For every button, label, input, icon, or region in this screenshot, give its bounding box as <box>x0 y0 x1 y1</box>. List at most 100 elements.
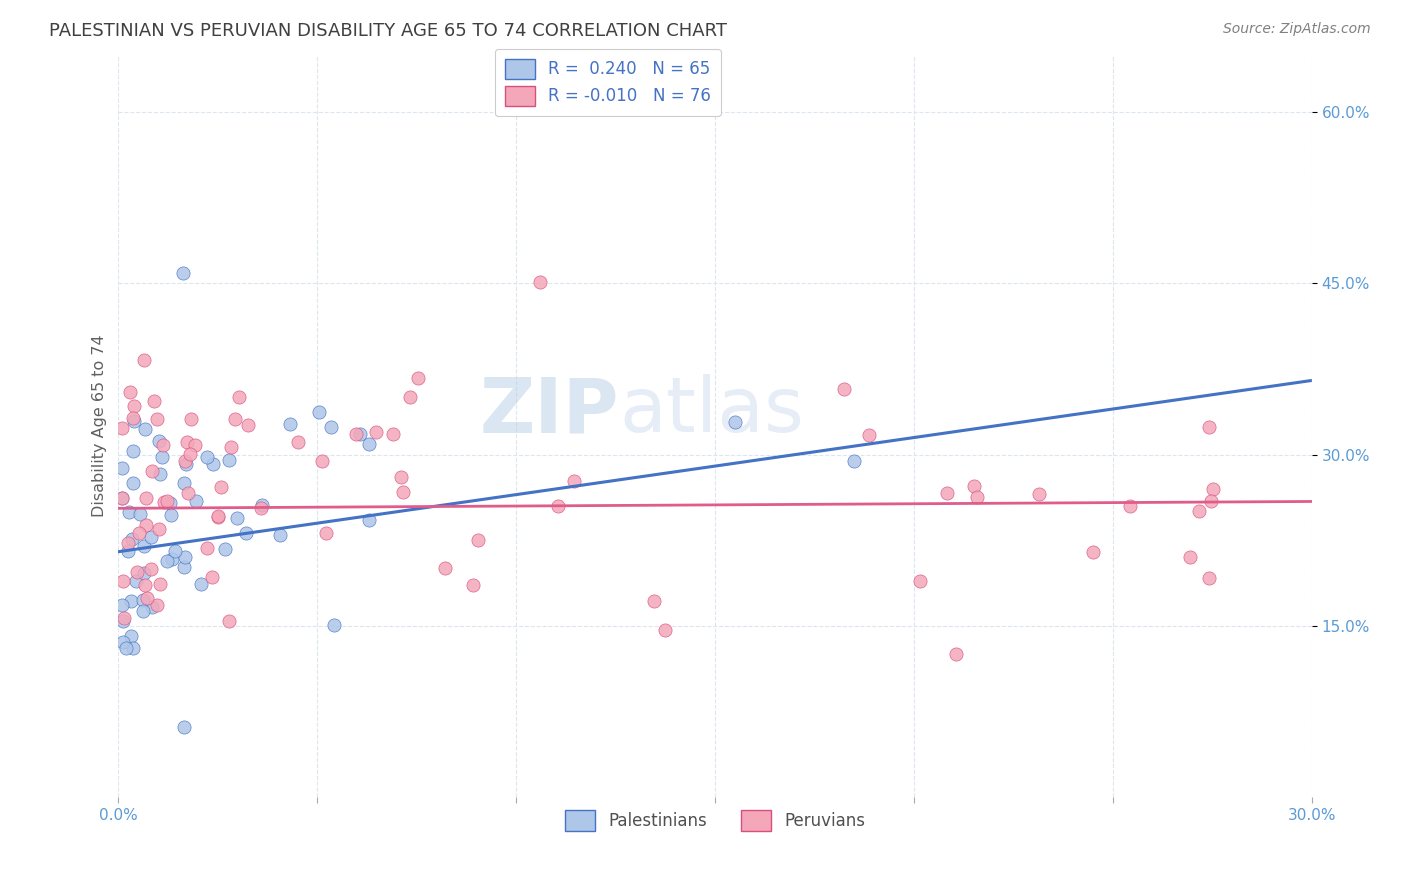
Point <box>136 591 159 606</box>
Point <box>117 535 139 549</box>
Point <box>139 562 162 576</box>
Point <box>117 543 139 558</box>
Y-axis label: Disability Age 65 to 74: Disability Age 65 to 74 <box>93 334 107 517</box>
Point <box>190 576 212 591</box>
Point <box>278 417 301 432</box>
Point <box>186 494 208 508</box>
Point <box>111 574 134 589</box>
Point <box>148 434 170 449</box>
Text: ZIP: ZIP <box>479 375 620 449</box>
Point <box>945 647 967 661</box>
Point <box>529 275 551 289</box>
Point <box>195 450 218 464</box>
Point <box>935 485 957 500</box>
Point <box>122 444 145 458</box>
Point <box>344 426 367 441</box>
Point <box>207 508 229 523</box>
Point <box>173 475 195 490</box>
Point <box>159 496 181 510</box>
Point <box>654 623 676 637</box>
Point <box>174 549 197 564</box>
Point <box>174 457 197 471</box>
Point <box>323 617 346 632</box>
Point <box>547 499 569 513</box>
Point <box>121 532 143 546</box>
Point <box>149 577 172 591</box>
Point <box>134 539 156 553</box>
Point <box>128 507 150 521</box>
Point <box>1188 504 1211 518</box>
Point <box>160 552 183 566</box>
Point <box>174 454 197 468</box>
Point <box>349 426 371 441</box>
Point <box>122 399 145 413</box>
Point <box>214 541 236 556</box>
Point <box>149 467 172 481</box>
Point <box>112 611 135 625</box>
Point <box>120 629 142 643</box>
Point <box>910 574 932 588</box>
Point <box>156 494 179 508</box>
Point <box>832 382 855 396</box>
Point <box>269 528 291 542</box>
Legend: Palestinians, Peruvians: Palestinians, Peruvians <box>555 800 875 841</box>
Point <box>219 440 242 454</box>
Point <box>1028 487 1050 501</box>
Point <box>173 720 195 734</box>
Point <box>143 394 166 409</box>
Point <box>218 453 240 467</box>
Point <box>127 565 149 579</box>
Point <box>184 437 207 451</box>
Point <box>124 414 146 428</box>
Point <box>139 530 162 544</box>
Point <box>235 526 257 541</box>
Point <box>389 469 412 483</box>
Point <box>357 513 380 527</box>
Point <box>132 604 155 618</box>
Point <box>177 486 200 500</box>
Point <box>111 421 134 435</box>
Point <box>364 425 387 439</box>
Point <box>966 490 988 504</box>
Point <box>1178 550 1201 565</box>
Point <box>195 541 218 555</box>
Point <box>114 640 136 655</box>
Text: PALESTINIAN VS PERUVIAN DISABILITY AGE 65 TO 74 CORRELATION CHART: PALESTINIAN VS PERUVIAN DISABILITY AGE 6… <box>49 22 727 40</box>
Point <box>122 410 145 425</box>
Point <box>134 422 156 436</box>
Point <box>225 510 247 524</box>
Point <box>120 384 142 399</box>
Point <box>218 614 240 628</box>
Point <box>321 420 343 434</box>
Point <box>120 593 142 607</box>
Point <box>111 598 134 612</box>
Point <box>156 554 179 568</box>
Point <box>135 491 157 505</box>
Point <box>111 614 134 628</box>
Text: Source: ZipAtlas.com: Source: ZipAtlas.com <box>1223 22 1371 37</box>
Point <box>173 560 195 574</box>
Point <box>134 566 156 580</box>
Point <box>141 600 163 615</box>
Point <box>562 475 585 489</box>
Point <box>172 266 194 280</box>
Point <box>308 404 330 418</box>
Point <box>643 594 665 608</box>
Point <box>1201 482 1223 496</box>
Point <box>128 526 150 541</box>
Point <box>111 491 134 505</box>
Point <box>124 574 146 588</box>
Text: atlas: atlas <box>620 375 804 449</box>
Point <box>146 412 169 426</box>
Point <box>224 411 246 425</box>
Point <box>252 499 274 513</box>
Point <box>122 476 145 491</box>
Point <box>141 463 163 477</box>
Point <box>228 390 250 404</box>
Point <box>152 438 174 452</box>
Point <box>180 412 202 426</box>
Point <box>1198 419 1220 434</box>
Point <box>134 577 156 591</box>
Point <box>467 533 489 548</box>
Point <box>858 428 880 442</box>
